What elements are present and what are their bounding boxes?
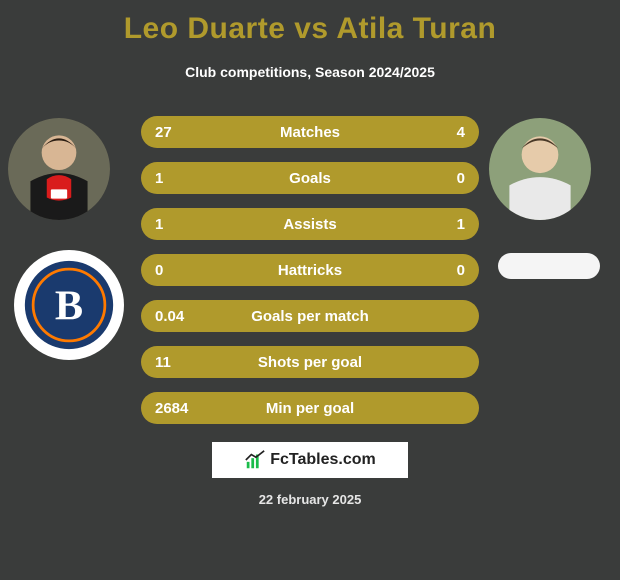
footer-site-box: FcTables.com <box>212 442 408 478</box>
stat-row: 0 Hattricks 0 <box>141 254 479 286</box>
player-left-avatar <box>8 118 110 220</box>
stat-value-right: 1 <box>457 216 465 233</box>
stat-value-left: 0 <box>155 262 163 279</box>
stat-value-left: 1 <box>155 170 163 187</box>
stat-metric: Min per goal <box>266 400 354 417</box>
stat-row: 1 Assists 1 <box>141 208 479 240</box>
page-title: Leo Duarte vs Atila Turan <box>0 0 620 46</box>
svg-text:B: B <box>55 283 83 330</box>
club-left-badge: B <box>14 250 124 360</box>
stat-value-left: 27 <box>155 124 172 141</box>
avatar-left-icon <box>8 118 110 220</box>
stat-value-right: 4 <box>457 124 465 141</box>
footer-logo: FcTables.com <box>244 449 376 471</box>
stat-metric: Goals <box>289 170 331 187</box>
stat-row: 11 Shots per goal <box>141 346 479 378</box>
stat-value-right: 0 <box>457 170 465 187</box>
stat-metric: Assists <box>283 216 336 233</box>
stat-row: 2684 Min per goal <box>141 392 479 424</box>
stat-metric: Shots per goal <box>258 354 362 371</box>
chart-icon <box>244 449 266 471</box>
stat-value-right: 0 <box>457 262 465 279</box>
content-area: B 27 Matches 4 1 Goals 0 1 Assists 1 0 H… <box>0 110 620 507</box>
stats-container: 27 Matches 4 1 Goals 0 1 Assists 1 0 Hat… <box>141 110 479 424</box>
stat-row: 0.04 Goals per match <box>141 300 479 332</box>
subtitle: Club competitions, Season 2024/2025 <box>0 64 620 80</box>
player-right-avatar <box>489 118 591 220</box>
stat-metric: Hattricks <box>278 262 342 279</box>
stat-metric: Goals per match <box>251 308 369 325</box>
stat-row: 27 Matches 4 <box>141 116 479 148</box>
stat-value-left: 2684 <box>155 400 188 417</box>
club-badge-icon: B <box>23 259 115 351</box>
avatar-right-icon <box>489 118 591 220</box>
club-right-badge-placeholder <box>498 253 600 279</box>
stat-row: 1 Goals 0 <box>141 162 479 194</box>
stat-metric: Matches <box>280 124 340 141</box>
footer-site-text: FcTables.com <box>270 451 376 469</box>
stat-value-left: 1 <box>155 216 163 233</box>
stat-value-left: 0.04 <box>155 308 184 325</box>
stat-value-left: 11 <box>155 354 171 371</box>
date-text: 22 february 2025 <box>0 492 620 507</box>
